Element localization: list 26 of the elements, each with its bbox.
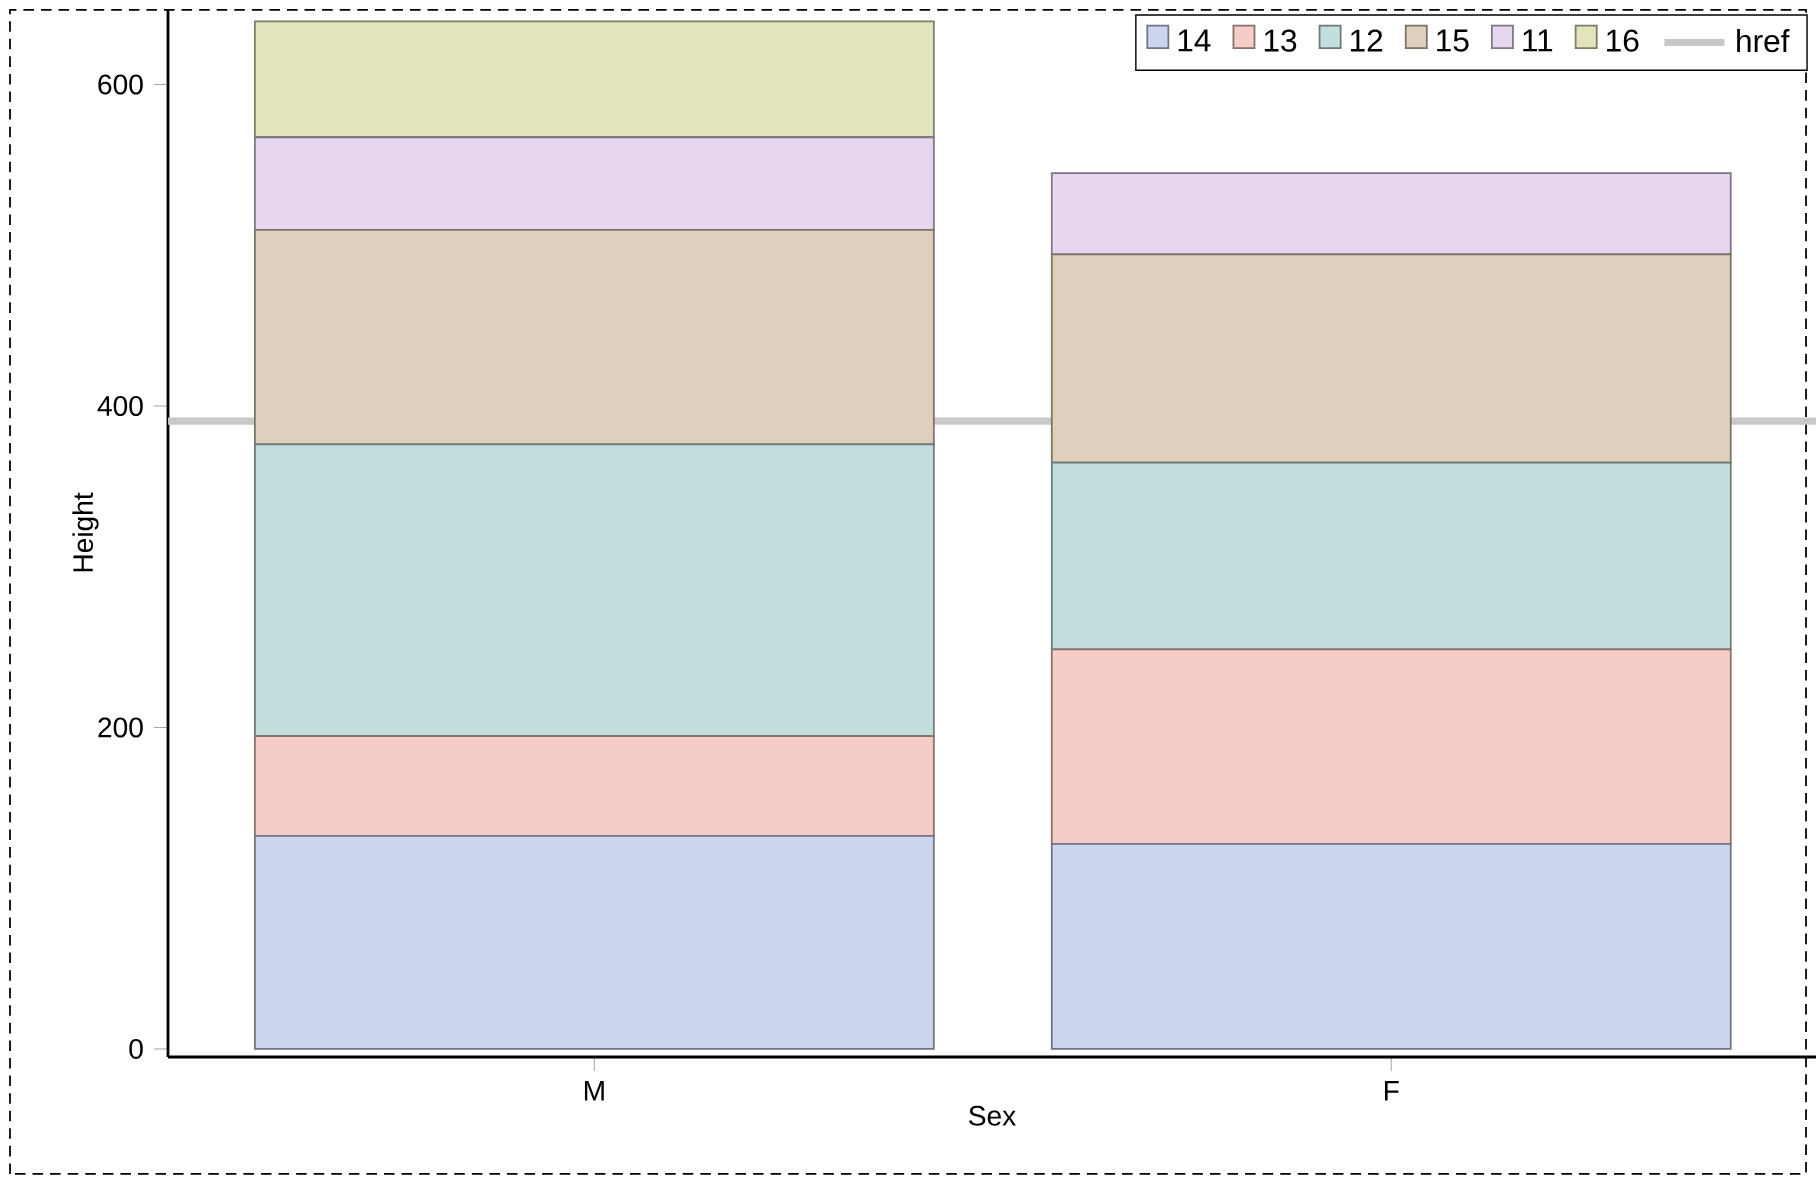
legend-label: href [1737,28,1790,53]
y-tick-label: 200 [98,717,143,738]
bar [1050,172,1732,256]
x-tick-label: F [1384,1081,1399,1101]
x-tick-label: M [584,1081,604,1101]
y-tick-label: 0 [129,1039,143,1059]
bar [254,443,935,738]
bar [1050,253,1732,464]
bar [254,229,935,446]
bar [254,20,935,139]
bar [254,834,935,1050]
legend-label: 16 [1607,29,1639,52]
legend-label: 15 [1437,29,1469,52]
bar [1050,461,1732,651]
legend-label: 13 [1264,29,1297,52]
bar [254,735,935,837]
legend-label: 14 [1178,29,1211,52]
bar [254,136,935,231]
y-tick-label: 600 [98,74,143,95]
bar [1050,842,1732,1050]
x-axis-title: Sex [969,1105,1016,1126]
legend-label: 12 [1350,29,1383,52]
bar [1050,648,1732,845]
y-axis-title: Height [72,492,99,572]
y-tick-label: 400 [97,396,143,416]
legend-label: 11 [1523,29,1553,52]
